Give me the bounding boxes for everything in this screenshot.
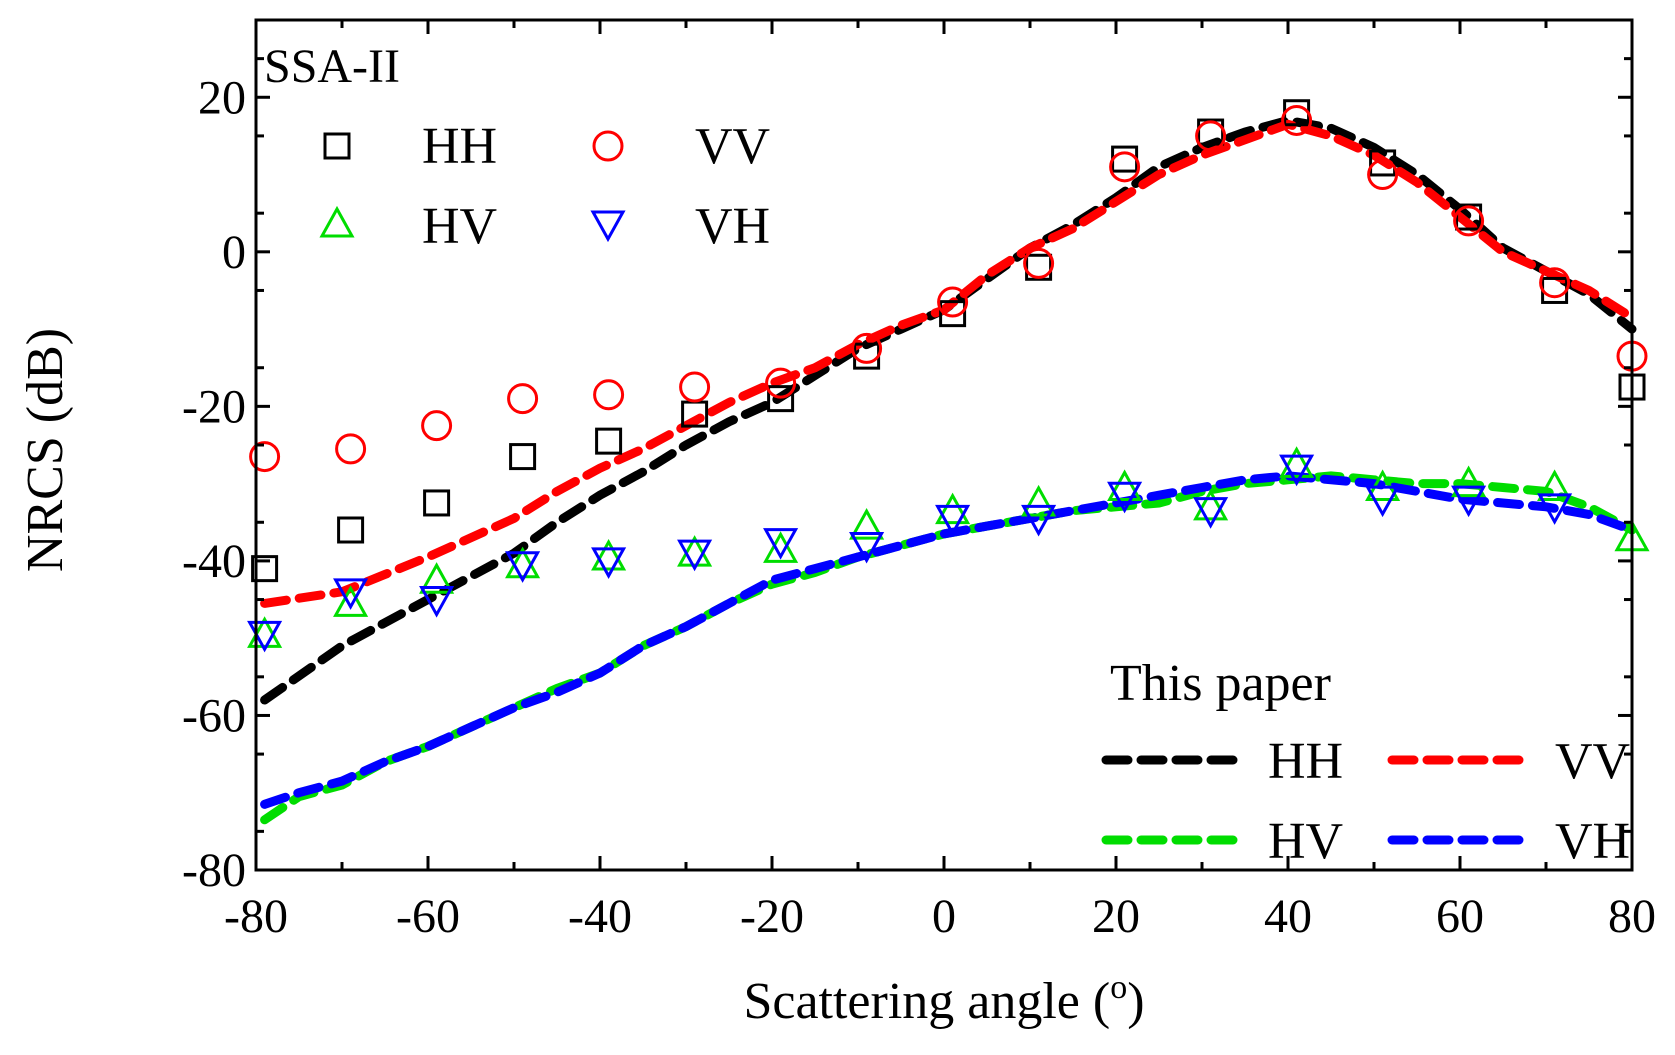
marker-point-vv xyxy=(335,433,367,465)
y-axis-title: NRCS (dB) xyxy=(17,328,74,572)
marker-point-vh xyxy=(1279,454,1315,487)
x-tick-label: 40 xyxy=(1264,890,1312,943)
marker-series-vv xyxy=(249,104,1648,473)
marker-point-vh xyxy=(677,539,713,572)
marker-point-hv xyxy=(333,585,369,617)
marker-point-hh xyxy=(1111,145,1139,173)
x-tick-label: -60 xyxy=(396,890,460,943)
legend-marker-label-vv: VV xyxy=(695,118,770,175)
model-lines-layer xyxy=(260,115,1637,825)
legend-marker-label-vh: VH xyxy=(695,198,770,255)
marker-point-vh xyxy=(333,578,369,610)
legend-marker-symbol-vh xyxy=(590,210,626,243)
marker-point-hv xyxy=(419,562,455,594)
y-tick-label: -40 xyxy=(182,535,246,588)
legend-marker-label-hv: HV xyxy=(422,198,497,255)
marker-point-hv xyxy=(763,531,799,563)
marker-point-vh xyxy=(505,551,541,583)
x-tick-label: 20 xyxy=(1092,890,1140,943)
marker-point-vv xyxy=(937,286,969,318)
y-tick-label: 20 xyxy=(198,71,246,124)
panel-label: SSA-II xyxy=(264,40,400,93)
marker-point-vv xyxy=(1367,159,1399,191)
y-tick-label: 0 xyxy=(222,226,246,279)
marker-point-hv xyxy=(935,492,971,525)
x-tick-label: 80 xyxy=(1608,890,1656,943)
measured-markers-layer xyxy=(247,99,1650,653)
x-tick-label: -80 xyxy=(224,890,288,943)
x-tick-label: -40 xyxy=(568,890,632,943)
marker-point-hv xyxy=(1021,484,1057,517)
marker-point-hh xyxy=(509,443,537,471)
legend-markers: HH VV HV VH xyxy=(319,118,770,255)
marker-point-vh xyxy=(1537,493,1573,525)
marker-point-vh xyxy=(763,528,799,560)
y-tick-label: -60 xyxy=(182,689,246,742)
legend-lines: This paper HH VV HV VH xyxy=(1101,655,1630,870)
marker-point-vv xyxy=(1281,104,1313,136)
marker-point-hh xyxy=(337,516,365,544)
marker-point-vh xyxy=(849,531,885,564)
marker-point-vv xyxy=(1453,205,1485,237)
x-tick-label: 0 xyxy=(932,890,956,943)
marker-point-hh xyxy=(1369,149,1397,177)
legend-marker-symbol-vv xyxy=(592,130,624,162)
ticks-layer: -80 -60 -40 -20 0 20 40 60 80 20 0 -20 -40 -60 -80 xyxy=(182,20,1656,943)
marker-point-vv xyxy=(1109,151,1141,183)
marker-point-vv xyxy=(765,367,797,399)
marker-point-vh xyxy=(1107,481,1143,514)
marker-point-vh xyxy=(419,586,455,618)
y-tick-label: -20 xyxy=(182,380,246,433)
marker-point-vv xyxy=(421,410,453,442)
line-series-vh xyxy=(260,471,1637,809)
legend-line-label-vv: VV xyxy=(1555,733,1630,790)
legend-marker-symbol-hh xyxy=(323,132,351,160)
marker-point-vv xyxy=(593,379,625,411)
marker-point-hh xyxy=(251,555,279,583)
marker-point-hv xyxy=(1107,469,1143,501)
marker-point-hv xyxy=(1279,446,1315,478)
marker-point-vh xyxy=(1021,504,1057,537)
marker-point-hv xyxy=(591,538,627,571)
legend-marker-symbol-hv xyxy=(319,205,355,238)
marker-point-vv xyxy=(1539,267,1571,299)
marker-point-hv xyxy=(1451,465,1487,498)
marker-point-hh xyxy=(939,300,967,328)
marker-point-hv xyxy=(1193,488,1229,521)
marker-point-vv xyxy=(679,371,711,403)
marker-point-vh xyxy=(591,547,627,579)
marker-point-vv xyxy=(1023,247,1055,279)
marker-series-hv xyxy=(247,446,1650,648)
marker-point-hh xyxy=(423,489,451,517)
marker-point-hv xyxy=(1537,469,1573,501)
marker-point-vv xyxy=(1195,120,1227,152)
marker-point-vv xyxy=(851,332,883,364)
x-axis-title: Scattering angle (o) xyxy=(743,969,1144,1030)
marker-point-vh xyxy=(935,504,971,537)
marker-point-hv xyxy=(849,508,885,540)
legend-line-label-vh: VH xyxy=(1555,813,1630,870)
marker-point-hh xyxy=(595,427,623,455)
legend-line-label-hv: HV xyxy=(1268,813,1343,870)
marker-series-hh xyxy=(251,99,1646,583)
y-tick-label: -80 xyxy=(182,844,246,897)
marker-point-vh xyxy=(1193,497,1229,529)
x-tick-label: -20 xyxy=(740,890,804,943)
x-tick-label: 60 xyxy=(1436,890,1484,943)
line-series-vv xyxy=(260,119,1637,608)
marker-point-vv xyxy=(507,383,539,415)
legend-marker-label-hh: HH xyxy=(422,118,497,175)
marker-point-hh xyxy=(767,385,795,413)
marker-point-vh xyxy=(1365,485,1401,518)
marker-point-vh xyxy=(1451,485,1487,518)
marker-point-vv xyxy=(249,441,281,473)
legend-line-label-hh: HH xyxy=(1268,733,1343,790)
legend-lines-title: This paper xyxy=(1110,655,1331,712)
marker-series-vh xyxy=(247,454,1573,653)
